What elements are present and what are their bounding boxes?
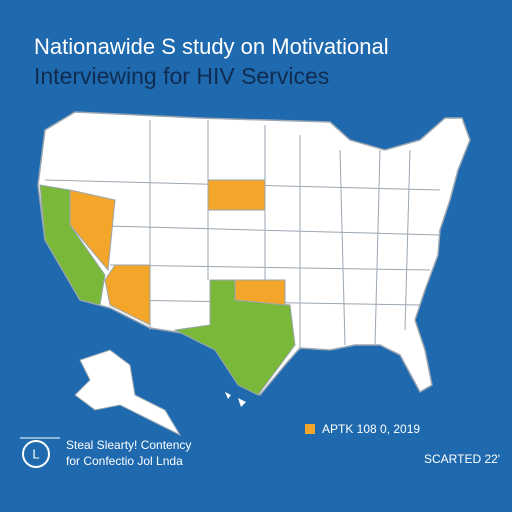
state-arizona [104,264,151,326]
hawaii [225,392,246,407]
logo-ring [22,440,50,468]
footer-right: SCARTED 22' [424,452,500,466]
org-line: Steal Slearty! Contency [66,438,191,452]
state-oklahoma [234,279,286,306]
logo: L [32,446,39,461]
legend-swatch [305,424,315,434]
legend-label: APTK 108 0, 2019 [322,422,420,436]
alaska [74,349,182,437]
state-south-dakota [207,179,266,211]
title-line: Interviewing for HIV Services [34,63,329,89]
us-map [37,111,471,437]
org-line: for Confectio Jol Lnda [66,454,183,468]
title-line: Nationawide S study on Motivational [34,34,389,59]
state-nevada [69,189,116,272]
